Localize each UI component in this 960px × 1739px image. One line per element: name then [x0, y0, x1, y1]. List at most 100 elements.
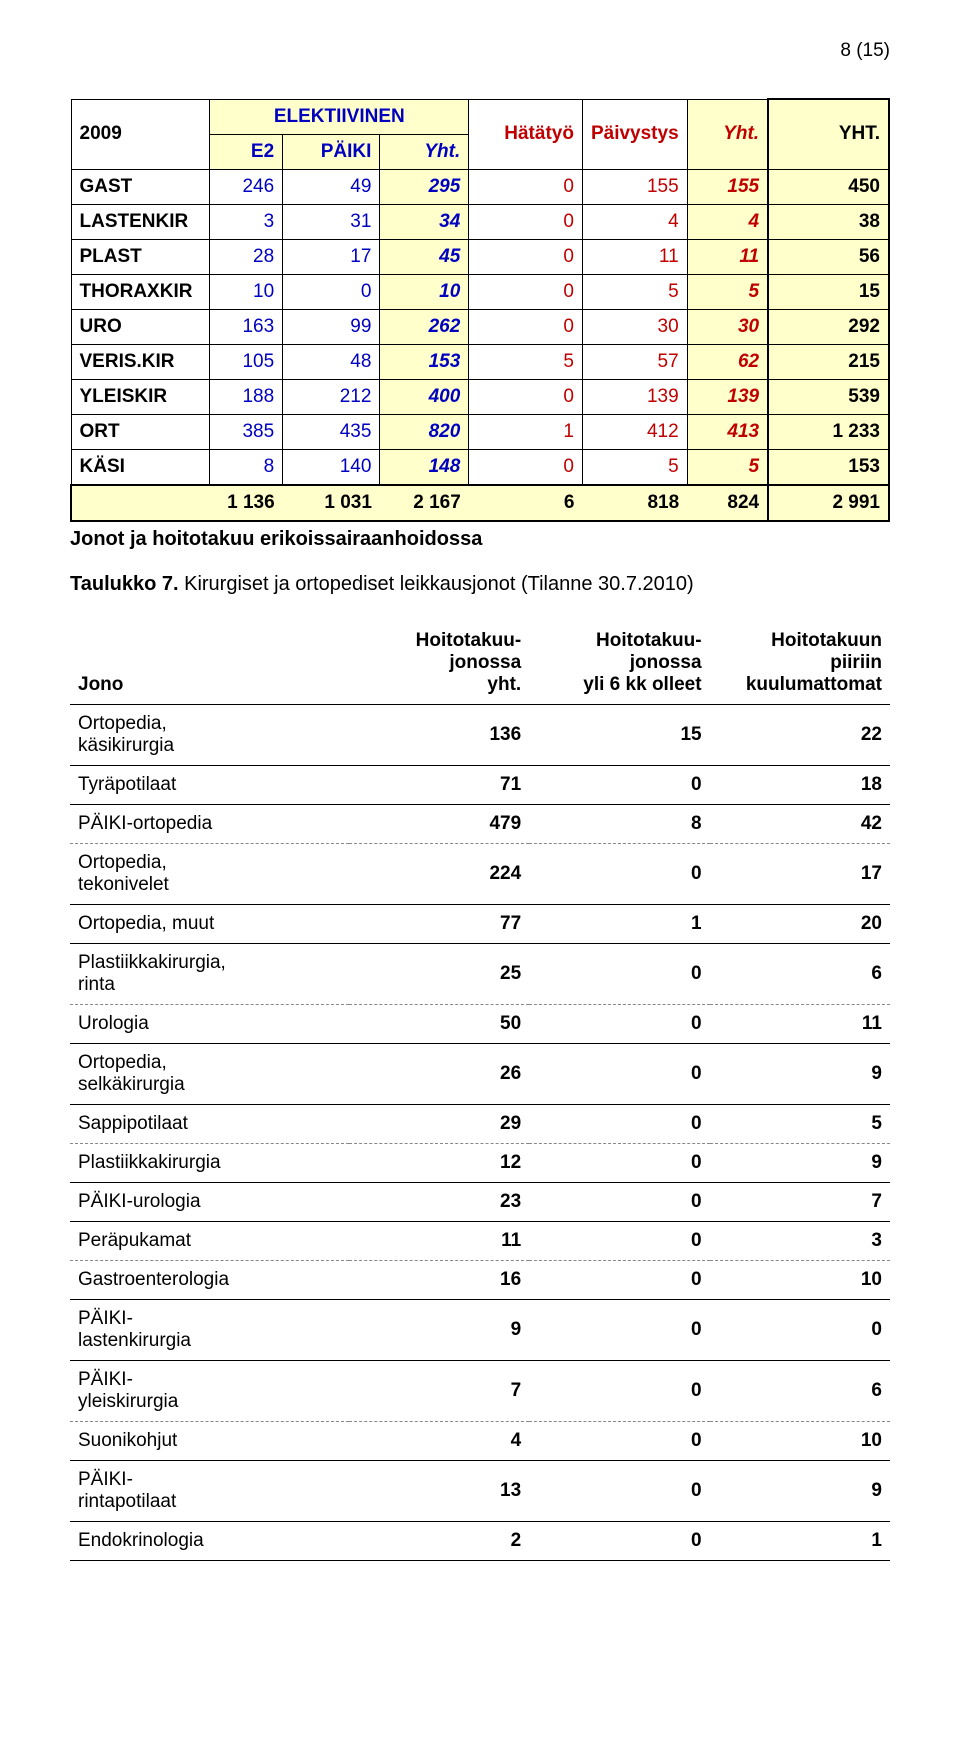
t2-rowlabel: PÄIKI-yleiskirurgia — [70, 1360, 349, 1421]
t1-total-e2: 1 136 — [210, 485, 283, 521]
section-title: Jonot ja hoitotakuu erikoissairaanhoidos… — [70, 528, 890, 551]
t1-e2: 10 — [210, 274, 283, 309]
t1-paiki: 48 — [283, 344, 380, 379]
t1-row: YLEISKIR1882124000139139539 — [71, 379, 889, 414]
t1-paiv: 4 — [582, 204, 687, 239]
t1-row: VERIS.KIR1054815355762215 — [71, 344, 889, 379]
t2-val-b: 0 — [529, 1360, 709, 1421]
t2-val-c: 9 — [710, 1460, 890, 1521]
t1-rowlabel: ORT — [71, 414, 210, 449]
t1-grand: 539 — [768, 379, 889, 414]
t2-rowlabel: Ortopedia, muut — [70, 904, 349, 943]
t2-row: Plastiikkakirurgia,rinta2506 — [70, 943, 890, 1004]
t2-val-b: 8 — [529, 804, 709, 843]
t2-val-b: 0 — [529, 765, 709, 804]
t2-rowlabel: Gastroenterologia — [70, 1260, 349, 1299]
t1-head-paiv: Päivystys — [582, 99, 687, 169]
t1-yht1: 400 — [380, 379, 469, 414]
t2-val-c: 11 — [710, 1004, 890, 1043]
t1-yht1: 295 — [380, 169, 469, 204]
t1-rowlabel: GAST — [71, 169, 210, 204]
t1-head-hata: Hätätyö — [469, 99, 583, 169]
t2-row: Gastroenterologia16010 — [70, 1260, 890, 1299]
t1-yht1: 10 — [380, 274, 469, 309]
t1-e2: 8 — [210, 449, 283, 485]
t1-paiki: 0 — [283, 274, 380, 309]
t2-val-b: 0 — [529, 1143, 709, 1182]
t1-row: LASTENKIR3313404438 — [71, 204, 889, 239]
page: 8 (15) 2009 ELEKTIIVINEN Hätätyö Päivyst… — [0, 0, 960, 1621]
t2-row: Plastiikkakirurgia1209 — [70, 1143, 890, 1182]
t2-row: Tyräpotilaat71018 — [70, 765, 890, 804]
t2-val-c: 5 — [710, 1104, 890, 1143]
t1-hata: 0 — [469, 169, 583, 204]
t1-rowlabel: URO — [71, 309, 210, 344]
t2-val-a: 71 — [349, 765, 529, 804]
caption-rest: Kirurgiset ja ortopediset leikkausjonot … — [179, 573, 694, 595]
t1-grand: 56 — [768, 239, 889, 274]
t2-head-c2: Hoitotakuu- jonossa yht. — [349, 622, 529, 705]
t1-paiki: 99 — [283, 309, 380, 344]
t2-row: Sappipotilaat2905 — [70, 1104, 890, 1143]
t1-yht2: 155 — [687, 169, 768, 204]
t2-val-b: 15 — [529, 704, 709, 765]
t1-row: PLAST2817450111156 — [71, 239, 889, 274]
t2-val-c: 9 — [710, 1043, 890, 1104]
t2-val-a: 2 — [349, 1521, 529, 1560]
t1-yht1: 820 — [380, 414, 469, 449]
t2-val-a: 23 — [349, 1182, 529, 1221]
t2-val-a: 77 — [349, 904, 529, 943]
t2-val-b: 0 — [529, 1182, 709, 1221]
t1-hata: 0 — [469, 309, 583, 344]
t1-hata: 0 — [469, 379, 583, 414]
t1-grand: 292 — [768, 309, 889, 344]
t2-val-b: 0 — [529, 1221, 709, 1260]
t1-hata: 0 — [469, 204, 583, 239]
t1-row: ORT38543582014124131 233 — [71, 414, 889, 449]
t1-paiv: 11 — [582, 239, 687, 274]
caption-bold: Taulukko 7. — [70, 573, 179, 595]
t1-yht1: 153 — [380, 344, 469, 379]
t1-yht2: 5 — [687, 274, 768, 309]
t1-e2: 246 — [210, 169, 283, 204]
t2-val-b: 0 — [529, 1260, 709, 1299]
t2-row: Urologia50011 — [70, 1004, 890, 1043]
t2-rowlabel: Plastiikkakirurgia — [70, 1143, 349, 1182]
t1-rowlabel: YLEISKIR — [71, 379, 210, 414]
t2-val-a: 12 — [349, 1143, 529, 1182]
t1-yht1: 148 — [380, 449, 469, 485]
t1-yht2: 4 — [687, 204, 768, 239]
t2-row: PÄIKI-rintapotilaat1309 — [70, 1460, 890, 1521]
t2-val-c: 10 — [710, 1260, 890, 1299]
t2-val-b: 0 — [529, 1521, 709, 1560]
t1-paiki: 435 — [283, 414, 380, 449]
t2-val-c: 17 — [710, 843, 890, 904]
t2-val-a: 7 — [349, 1360, 529, 1421]
t1-sub-e2: E2 — [210, 134, 283, 169]
t2-rowlabel: Suonikohjut — [70, 1421, 349, 1460]
t1-yht1: 262 — [380, 309, 469, 344]
t1-total-grand: 2 991 — [768, 485, 889, 521]
t2-val-c: 1 — [710, 1521, 890, 1560]
t1-paiki: 17 — [283, 239, 380, 274]
t2-rowlabel: Ortopedia,tekonivelet — [70, 843, 349, 904]
t1-e2: 385 — [210, 414, 283, 449]
t2-val-a: 16 — [349, 1260, 529, 1299]
t1-total-paiki: 1 031 — [283, 485, 380, 521]
t2-val-c: 3 — [710, 1221, 890, 1260]
t2-val-b: 0 — [529, 1043, 709, 1104]
t1-row: KÄSI8140148055153 — [71, 449, 889, 485]
t1-totals: 1 1361 0312 16768188242 991 — [71, 485, 889, 521]
t2-val-a: 4 — [349, 1421, 529, 1460]
t1-sub-paiki: PÄIKI — [283, 134, 380, 169]
t2-val-a: 136 — [349, 704, 529, 765]
t2-val-b: 1 — [529, 904, 709, 943]
t2-rowlabel: Tyräpotilaat — [70, 765, 349, 804]
t1-grand: 215 — [768, 344, 889, 379]
t2-val-c: 42 — [710, 804, 890, 843]
t2-val-b: 0 — [529, 1460, 709, 1521]
page-number: 8 (15) — [70, 40, 890, 62]
elective-table: 2009 ELEKTIIVINEN Hätätyö Päivystys Yht.… — [70, 98, 890, 522]
t1-paiv: 30 — [582, 309, 687, 344]
t1-yht2: 11 — [687, 239, 768, 274]
